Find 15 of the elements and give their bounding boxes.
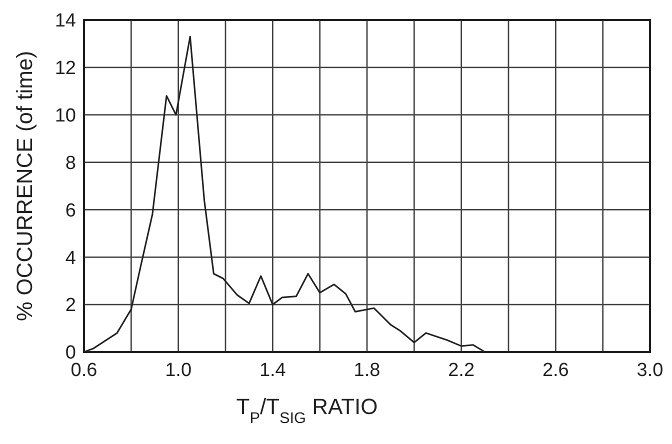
y-tick-label: 2 xyxy=(65,295,76,316)
y-tick-label: 14 xyxy=(54,10,76,32)
y-tick-label: 12 xyxy=(54,58,76,80)
x-tick-label: 2.6 xyxy=(542,360,569,381)
x-tick-label: 1.8 xyxy=(354,360,380,381)
x-tick-label: 2.2 xyxy=(448,360,475,381)
y-tick-label: 6 xyxy=(65,200,76,222)
x-tick-label: 3.0 xyxy=(636,360,664,381)
y-tick-label: 4 xyxy=(65,248,76,269)
y-tick-label: 8 xyxy=(65,152,76,174)
x-tick-label: 1.0 xyxy=(165,360,192,381)
y-tick-label: 10 xyxy=(54,106,76,127)
x-axis-title: T$_{P}$/T$_{SIG}$ RATIO xyxy=(236,394,378,426)
x-tick-label: 1.4 xyxy=(259,360,286,381)
y-axis-title: % OCCURRENCE (of time) xyxy=(12,50,37,322)
